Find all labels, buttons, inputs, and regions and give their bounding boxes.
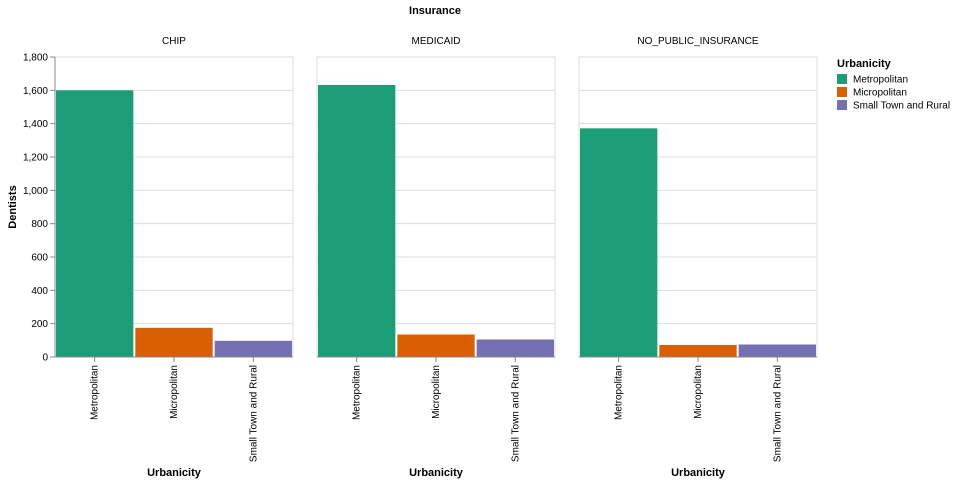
y-axis: 0 200 400 600 800 1,000 1,200 1,400 1,600 1,800 [23,53,56,364]
x-tick-label-metropolitan: Metropolitan [352,365,363,420]
facet-title-chip: CHIP [162,36,186,47]
y-tick-label: 1,600 [23,86,48,97]
legend-swatch-metropolitan [837,74,847,84]
y-tick-label: 800 [31,219,48,230]
facet-title-no-public-insurance: NO_PUBLIC_INSURANCE [637,36,758,47]
bar-chip-micropolitan [135,327,213,357]
y-tick-label: 0 [42,353,48,364]
facet-panel-chip: CHIP Metropolitan Micropolitan Small Town a… [54,36,294,479]
x-tick-label-small-town-and-rural: Small Town and Rural [772,365,783,462]
bar-chip-small-town-and-rural [214,340,292,357]
x-tick-label-micropolitan: Micropolitan [169,365,180,419]
x-tick-label-metropolitan: Metropolitan [614,365,625,420]
bar-no-public-insurance-metropolitan [580,128,658,357]
legend-label-micropolitan: Micropolitan [853,88,907,99]
y-axis-title: Dentists [7,185,19,228]
bar-no-public-insurance-small-town-and-rural [738,344,816,357]
bar-medicaid-metropolitan [318,85,396,357]
x-axis-title: Urbanicity [409,467,464,479]
facet-header-title: Insurance [409,5,461,17]
legend: Urbanicity Metropolitan Micropolitan Small… [837,58,950,112]
y-tick-label: 600 [31,253,48,264]
bar-chip-metropolitan [56,90,134,357]
y-tick-label: 200 [31,319,48,330]
x-axis-title: Urbanicity [671,467,726,479]
y-tick-label: 1,400 [23,119,48,130]
legend-label-metropolitan: Metropolitan [853,75,908,86]
bar-no-public-insurance-micropolitan [659,345,737,357]
x-axis-title: Urbanicity [147,467,202,479]
legend-label-small-town-and-rural: Small Town and Rural [853,101,950,112]
facet-panel-no-public-insurance: NO_PUBLIC_INSURANCE Metropolitan Micropoli… [578,36,818,479]
x-tick-label-micropolitan: Micropolitan [693,365,704,419]
y-tick-label: 1,200 [23,153,48,164]
facet-panel-medicaid: MEDICAID Metropolitan Micropolitan Small To… [316,36,556,479]
y-tick-label: 1,000 [23,186,48,197]
legend-swatch-small-town-and-rural [837,100,847,110]
bar-medicaid-micropolitan [397,334,475,357]
bar-medicaid-small-town-and-rural [476,339,554,357]
x-tick-label-small-town-and-rural: Small Town and Rural [510,365,521,462]
facets-layer: CHIP Metropolitan Micropolitan Small Town a… [23,36,818,479]
legend-title: Urbanicity [837,58,892,70]
y-tick-label: 1,800 [23,53,48,64]
x-tick-label-small-town-and-rural: Small Town and Rural [248,365,259,462]
legend-swatch-micropolitan [837,87,847,97]
x-tick-label-micropolitan: Micropolitan [431,365,442,419]
facet-title-medicaid: MEDICAID [412,36,461,47]
x-tick-label-metropolitan: Metropolitan [90,365,101,420]
y-tick-label: 400 [31,286,48,297]
